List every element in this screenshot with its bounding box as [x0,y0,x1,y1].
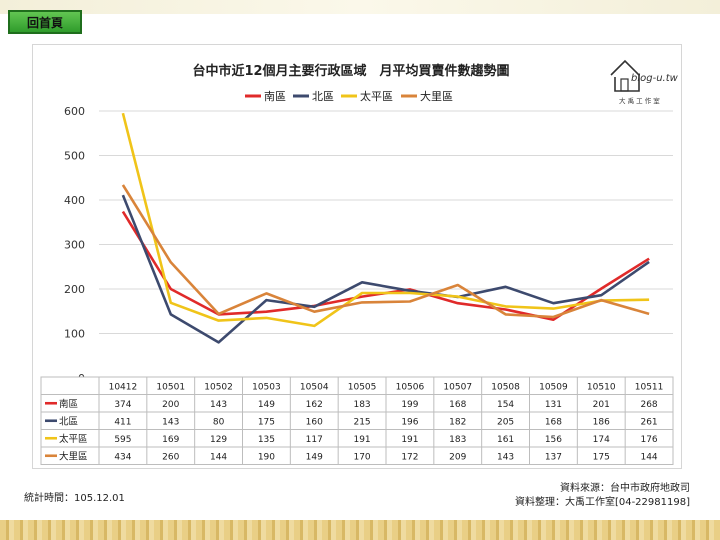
data-value-label: 374 [114,400,131,410]
data-source: 資料來源：台中市政府地政司 [560,483,690,494]
y-tick-label: 300 [64,239,85,252]
legend-label: 大里區 [420,89,453,103]
bottom-decor-band [0,520,720,540]
data-value-label: 174 [593,435,610,445]
data-value-label: 215 [353,418,370,428]
data-value-label: 161 [497,435,514,445]
table-series-name: 大里區 [59,451,88,463]
chart-title: 台中市近12個月主要行政區域 月平均買賣件數趨勢圖 [192,63,509,79]
top-decor-band [0,0,720,14]
x-tick-label: 10503 [252,383,281,393]
data-compiled-by: 資料整理：大禹工作室[04-22981198] [514,497,690,508]
data-value-label: 175 [593,453,610,463]
y-tick-label: 400 [64,194,85,207]
data-value-label: 160 [306,418,323,428]
data-value-label: 162 [306,400,323,410]
data-value-label: 183 [449,435,466,445]
data-value-label: 131 [545,400,562,410]
data-value-label: 190 [258,453,275,463]
x-tick-label: 10501 [156,383,185,393]
data-value-label: 156 [545,435,562,445]
data-value-label: 595 [114,435,131,445]
data-value-label: 191 [401,435,418,445]
x-tick-label: 10510 [587,383,616,393]
series-line [121,112,650,328]
data-table-frame [40,376,674,465]
data-value-label: 168 [545,418,562,428]
series-line [121,184,650,319]
y-tick-label: 500 [64,150,85,163]
data-value-label: 80 [213,418,225,428]
table-series-name: 南區 [59,398,78,410]
y-tick-label: 600 [64,105,85,118]
data-value-label: 182 [449,418,466,428]
chart-card: 台中市近12個月主要行政區域 月平均買賣件數趨勢圖南區北區太平區大里區01002… [32,44,682,469]
data-value-label: 411 [114,418,131,428]
door-icon [620,78,629,92]
data-value-label: 117 [306,435,323,445]
data-value-label: 205 [497,418,514,428]
table-series-name: 太平區 [59,433,88,445]
data-value-label: 176 [640,435,657,445]
data-value-label: 170 [353,453,370,463]
home-button[interactable]: 回首頁 [8,10,82,34]
data-value-label: 209 [449,453,466,463]
data-value-label: 144 [210,453,227,463]
trend-chart: 台中市近12個月主要行政區域 月平均買賣件數趨勢圖南區北區太平區大里區01002… [40,59,679,465]
studio-logo: blog-u.tw 大 禹 工 作 室 [610,59,679,105]
data-value-label: 191 [353,435,370,445]
logo-subtitle: 大 禹 工 作 室 [619,96,660,105]
data-value-label: 149 [306,453,323,463]
data-value-label: 186 [593,418,610,428]
data-value-label: 137 [545,453,562,463]
legend-label: 北區 [312,90,334,103]
legend-label: 南區 [264,90,286,103]
data-value-label: 200 [162,400,179,410]
data-value-label: 183 [353,400,370,410]
data-value-label: 172 [401,453,418,463]
data-value-label: 154 [497,400,514,410]
house-icon [610,59,640,92]
data-value-label: 261 [640,418,657,428]
x-tick-label: 10508 [491,383,520,393]
data-value-label: 268 [640,400,657,410]
x-tick-label: 10507 [443,383,472,393]
data-value-label: 168 [449,400,466,410]
data-value-label: 143 [162,418,179,428]
y-tick-label: 200 [64,283,85,296]
data-value-label: 434 [114,453,131,463]
data-value-label: 199 [401,400,418,410]
data-value-label: 175 [258,418,275,428]
legend-label: 太平區 [360,90,393,103]
data-value-label: 196 [401,418,418,428]
x-tick-label: 10505 [348,383,377,393]
series-line [121,210,650,322]
data-value-label: 129 [210,435,227,445]
data-value-label: 144 [640,453,657,463]
table-series-name: 北區 [59,417,78,428]
series-line [121,194,650,344]
data-value-label: 135 [258,435,275,445]
x-tick-label: 10502 [204,383,233,393]
x-tick-label: 10506 [396,383,425,393]
x-tick-label: 10511 [635,383,664,393]
data-value-label: 201 [593,400,610,410]
data-value-label: 143 [497,453,514,463]
y-tick-label: 100 [64,328,85,341]
data-value-label: 149 [258,400,275,410]
data-value-label: 143 [210,400,227,410]
x-tick-label: 10412 [109,383,138,393]
data-value-label: 169 [162,435,179,445]
logo-brand: blog-u.tw [631,73,679,84]
x-tick-label: 10509 [539,383,568,393]
x-tick-label: 10504 [300,383,329,393]
stat-time: 統計時間：105.12.01 [24,493,125,504]
data-value-label: 260 [162,453,179,463]
